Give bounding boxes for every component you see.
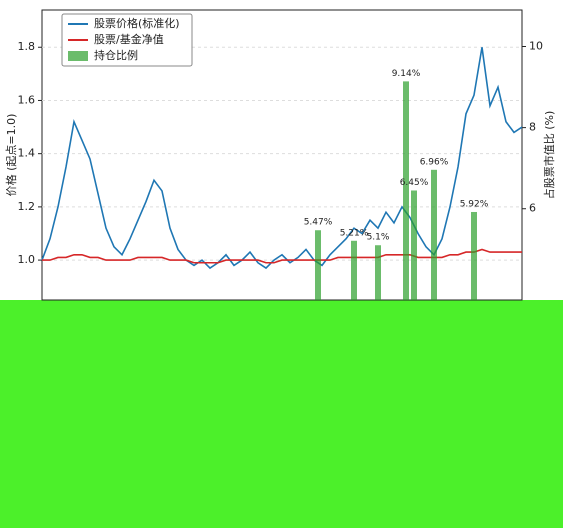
legend-label: 持仓比例 [94, 48, 138, 62]
bar [471, 211, 477, 300]
legend-label: 股票价格(标准化) [94, 16, 180, 30]
y2-axis-label: 占股票市值比 (%) [542, 111, 556, 200]
bar-label: 5.47% [304, 218, 333, 228]
y-axis-label: 价格 (起点=1.0) [4, 114, 18, 197]
legend-box [61, 13, 193, 67]
y2-tick-label: 6 [529, 202, 536, 215]
bar [411, 190, 417, 300]
bar-label: 5.92% [460, 199, 489, 209]
plot-frame [41, 9, 523, 301]
bar [403, 81, 409, 300]
line-series [42, 248, 522, 264]
bar-label: 9.14% [392, 69, 421, 79]
y-tick-label: 1.4 [18, 147, 36, 160]
y2-tick-label: 8 [529, 121, 536, 134]
bar-label: 5.21% [340, 228, 369, 238]
bar-label: 6.45% [400, 178, 429, 188]
legend-swatch [68, 51, 88, 61]
y-tick-label: 1.6 [18, 93, 36, 106]
bar [375, 245, 381, 300]
y-tick-label: 1.8 [18, 40, 36, 53]
line-series [41, 47, 523, 270]
bar-label: 5.1% [367, 233, 390, 243]
y2-tick-label: 10 [529, 40, 543, 53]
bar [431, 169, 437, 300]
y-tick-label: 1.2 [18, 200, 36, 213]
bar [315, 230, 321, 300]
legend-label: 股票/基金净值 [94, 32, 164, 46]
y-tick-label: 1.0 [18, 253, 36, 266]
bar [351, 240, 357, 300]
lower-panel [0, 300, 563, 528]
bar-label: 6.96% [420, 157, 449, 167]
